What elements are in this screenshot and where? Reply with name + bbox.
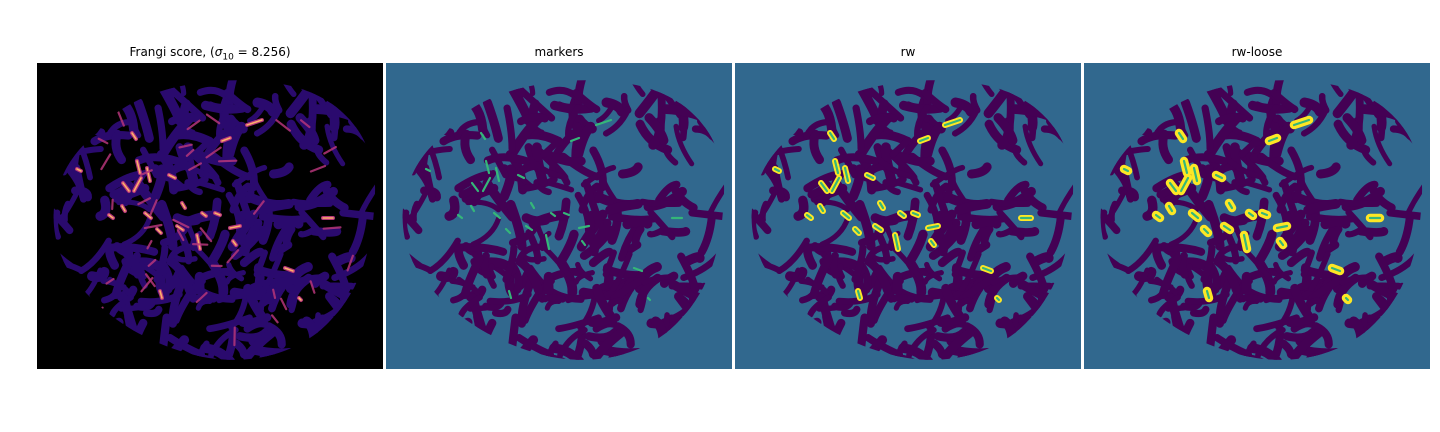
rw-panel-title: rw xyxy=(900,45,916,59)
rw-loose-image xyxy=(1084,63,1430,369)
frangi-panel-title: Frangi score, (σ10 = 8.256) xyxy=(129,45,291,63)
frangi-score-image xyxy=(37,63,383,369)
markers-image xyxy=(386,63,732,369)
rw-image xyxy=(735,63,1081,369)
markers-panel-title: markers xyxy=(534,45,584,59)
rw-loose-panel-title: rw-loose xyxy=(1231,45,1283,59)
